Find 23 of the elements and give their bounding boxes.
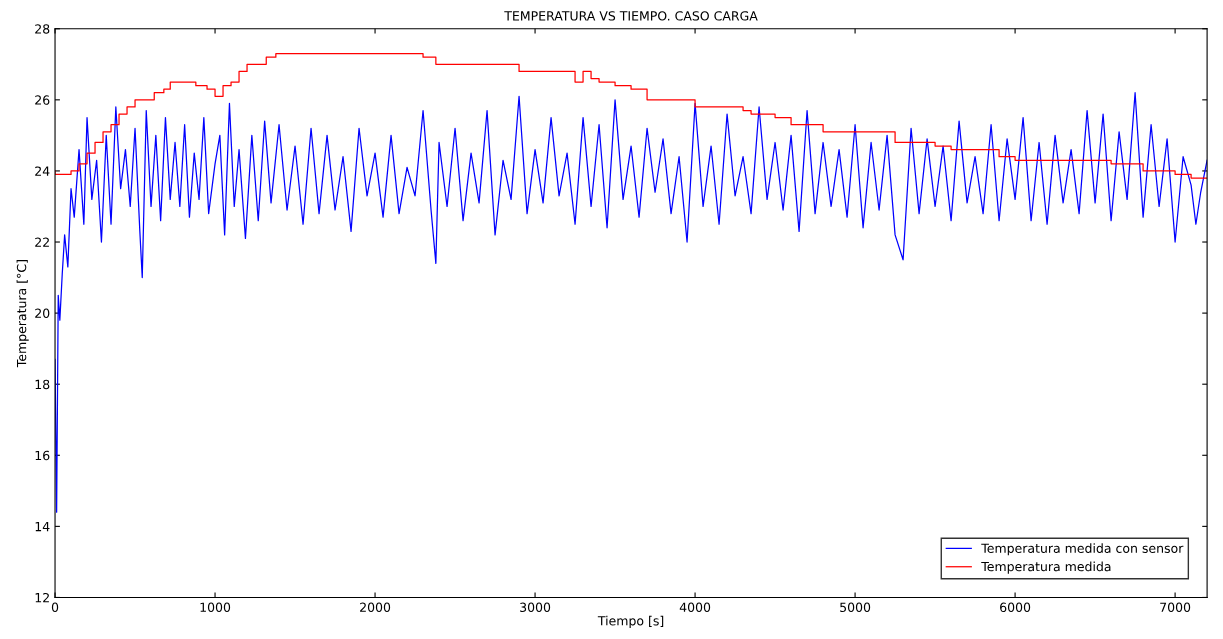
y-tick-label: 12 xyxy=(35,592,49,603)
x-tick-label: 1000 xyxy=(200,602,231,612)
x-tick-label: 3000 xyxy=(520,602,551,612)
y-tick-label: 14 xyxy=(35,522,50,532)
y-tick-label: 22 xyxy=(35,237,49,247)
y-tick-label: 24 xyxy=(35,166,50,176)
y-tick-label: 20 xyxy=(35,308,50,319)
x-tick-label: 2000 xyxy=(360,602,391,612)
y-tick-label: 26 xyxy=(35,95,50,105)
legend-label: Temperatura medida xyxy=(981,561,1111,574)
x-tick-label: 4000 xyxy=(679,602,711,612)
x-tick-label: 5000 xyxy=(840,602,871,612)
y-axis-title: Temperatura [°C] xyxy=(16,260,29,368)
chart-title: TEMPERATURA VS TIEMPO. CASO CARGA xyxy=(504,11,758,21)
x-axis-title: Tiempo [s] xyxy=(597,615,664,628)
legend-label: Temperatura medida con sensor xyxy=(981,543,1184,556)
x-tick-label: 7000 xyxy=(1160,602,1191,612)
y-tick-label: 28 xyxy=(35,24,50,34)
x-tick-label: 0 xyxy=(51,602,59,612)
line-series xyxy=(55,92,1208,513)
x-tick-label: 6000 xyxy=(1000,602,1031,612)
y-tick-label: 18 xyxy=(35,379,50,390)
y-tick-label: 16 xyxy=(35,450,50,461)
